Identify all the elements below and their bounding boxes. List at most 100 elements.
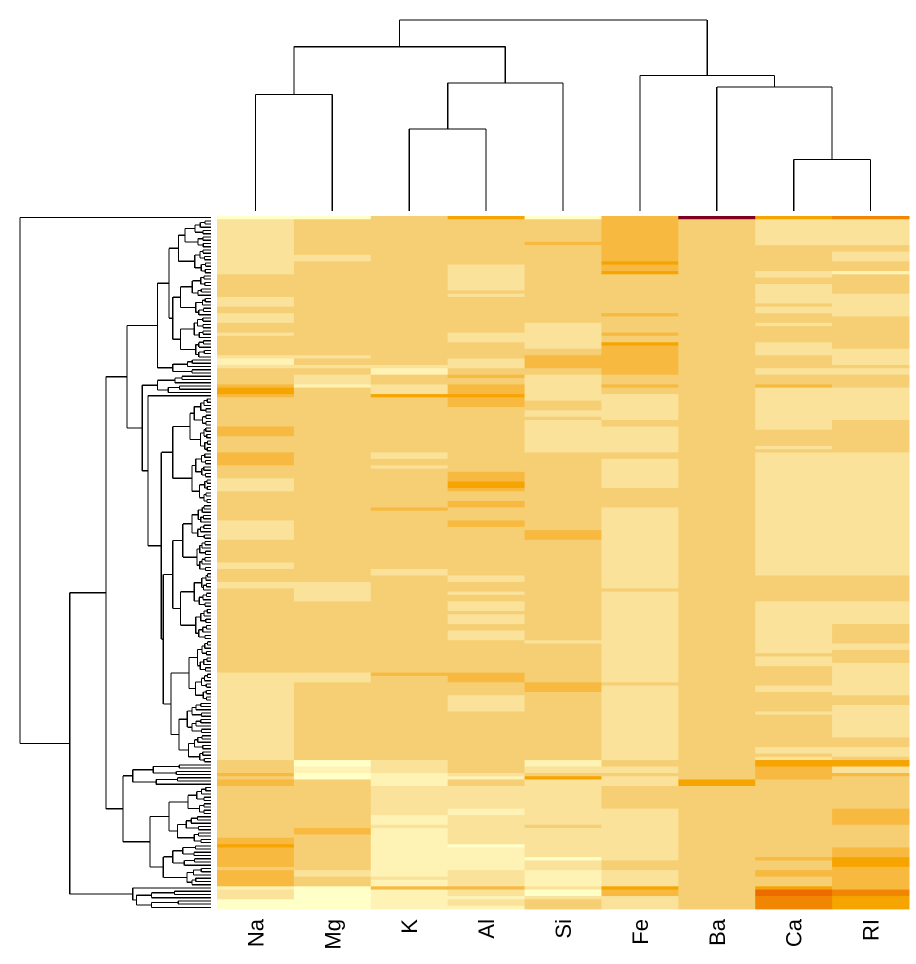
heatmap-cell-RI: [832, 316, 910, 350]
column-label: Ca: [782, 918, 807, 947]
heatmap-cell-Fe: [601, 760, 679, 767]
heatmap-cell-Na: [217, 491, 295, 521]
heatmap-cell-Mg: [293, 772, 372, 780]
heatmap-cell-Mg: [293, 358, 372, 366]
heatmap-cell-Fe: [601, 808, 679, 861]
heatmap-cell-Si: [524, 760, 602, 767]
heatmap-cell-Ca: [755, 219, 833, 246]
heatmap-cell-Na: [217, 844, 295, 848]
heatmap-cell-Si: [524, 824, 602, 829]
heatmap-cell-RI: [832, 452, 910, 576]
heatmap-cell-K: [370, 876, 449, 881]
heatmap-cell-Al: [447, 293, 526, 298]
heatmap-cell-Fe: [601, 776, 679, 787]
heatmap-cell-Al: [447, 682, 526, 696]
heatmap-cell-Ca: [755, 374, 833, 385]
heatmap-cell-Na: [217, 368, 295, 385]
column-label: Na: [243, 918, 268, 947]
heatmap-cell-Ca: [755, 342, 833, 356]
heatmap-cell-Ca: [755, 445, 833, 450]
heatmap-cell-RI: [832, 216, 910, 220]
heatmap-cell-RI: [832, 624, 910, 644]
heatmap-cell-Al: [447, 491, 526, 502]
column-label: K: [397, 919, 422, 934]
heatmap-cell-Si: [524, 779, 602, 826]
heatmap-cell-Na: [217, 562, 295, 570]
heatmap-cell-Si: [524, 400, 602, 411]
heatmap-cell-RI: [832, 857, 910, 868]
heatmap-cell-Fe: [601, 313, 679, 317]
heatmap-cell-Na: [217, 358, 295, 366]
heatmap-cell-Al: [447, 785, 526, 810]
column-label: Al: [474, 919, 499, 939]
heatmap-cell-Ca: [755, 876, 833, 887]
heatmap-cell-K: [370, 384, 449, 395]
heatmap-cell-Al: [447, 575, 526, 583]
heatmap-cell-Ca: [755, 656, 833, 667]
heatmap-cell-Mg: [293, 886, 372, 910]
heatmap-cell-RI: [832, 766, 910, 774]
heatmap-cell-Si: [524, 241, 602, 246]
heatmap-cell-Al: [447, 358, 526, 369]
heatmap-cell-Ca: [755, 766, 833, 780]
heatmap-cell-Na: [217, 306, 295, 314]
heatmap-cell-Al: [447, 772, 526, 777]
heatmap-cell-Ca: [755, 886, 833, 890]
heatmap-cell-Si: [524, 857, 602, 861]
heatmap-cell-Fe: [601, 394, 679, 421]
heatmap-cell-Na: [217, 568, 295, 583]
heatmap-cell-RI: [832, 776, 910, 810]
heatmap-cell-Fe: [601, 458, 679, 489]
heatmap-cell-Fe: [601, 889, 679, 897]
heatmap-cells: [217, 216, 910, 910]
heatmap-cell-Ba: [678, 779, 756, 787]
heatmap-cell-K: [370, 785, 449, 816]
heatmap-cell-K: [370, 828, 449, 878]
heatmap-cell-Na: [217, 520, 295, 541]
heatmap-cell-Ca: [755, 355, 833, 369]
heatmap-cell-K: [370, 675, 449, 761]
heatmap-cell-Al: [447, 899, 526, 907]
heatmap-cell-Mg: [293, 364, 372, 369]
heatmap-cell-Fe: [601, 342, 679, 346]
heatmap-cell-Mg: [293, 601, 372, 673]
heatmap-cell-Fe: [601, 488, 679, 508]
heatmap-cell-Al: [447, 776, 526, 780]
heatmap-cell-Na: [217, 847, 295, 868]
heatmap-cell-Fe: [601, 452, 679, 460]
heatmap-cell-Si: [524, 410, 602, 418]
heatmap-cell-K: [370, 452, 449, 460]
heatmap-cell-Si: [524, 772, 602, 777]
heatmap-cell-Na: [217, 539, 295, 563]
heatmap-cell-Si: [524, 420, 602, 453]
heatmap-cell-Al: [447, 394, 526, 398]
heatmap-cell-Ca: [755, 711, 833, 716]
heatmap-cell-Mg: [293, 355, 372, 359]
column-label: RI: [859, 919, 884, 941]
heatmap-cell-Si: [524, 368, 602, 376]
heatmap-cell-Ca: [755, 429, 833, 447]
heatmap-cell-Mg: [293, 387, 372, 583]
heatmap-cell-Fe: [601, 785, 679, 810]
heatmap-cell-Mg: [293, 368, 372, 376]
heatmap-cell-Fe: [601, 591, 679, 683]
heatmap-cell-Fe: [601, 271, 679, 275]
heatmap-cell-Ca: [755, 284, 833, 304]
heatmap-cell-Al: [447, 711, 526, 774]
heatmap-cell-Al: [447, 870, 526, 887]
heatmap-cell-Ca: [755, 685, 833, 693]
heatmap-cell-Fe: [601, 316, 679, 333]
heatmap-cell-K: [370, 394, 449, 398]
heatmap-cell-Fe: [601, 261, 679, 265]
heatmap-cell-Mg: [293, 828, 372, 835]
column-label: Fe: [628, 919, 653, 945]
heatmap-cell-Al: [447, 216, 526, 220]
heatmap-cell-Si: [524, 322, 602, 350]
heatmap-cell-K: [370, 465, 449, 469]
heatmap-cell-Al: [447, 407, 526, 473]
heatmap-cell-Al: [447, 374, 526, 379]
heatmap-cell-Ca: [755, 756, 833, 761]
heatmap-cell-K: [370, 672, 449, 677]
heatmap-cell-Al: [447, 844, 526, 848]
heatmap-cell-Fe: [601, 384, 679, 389]
